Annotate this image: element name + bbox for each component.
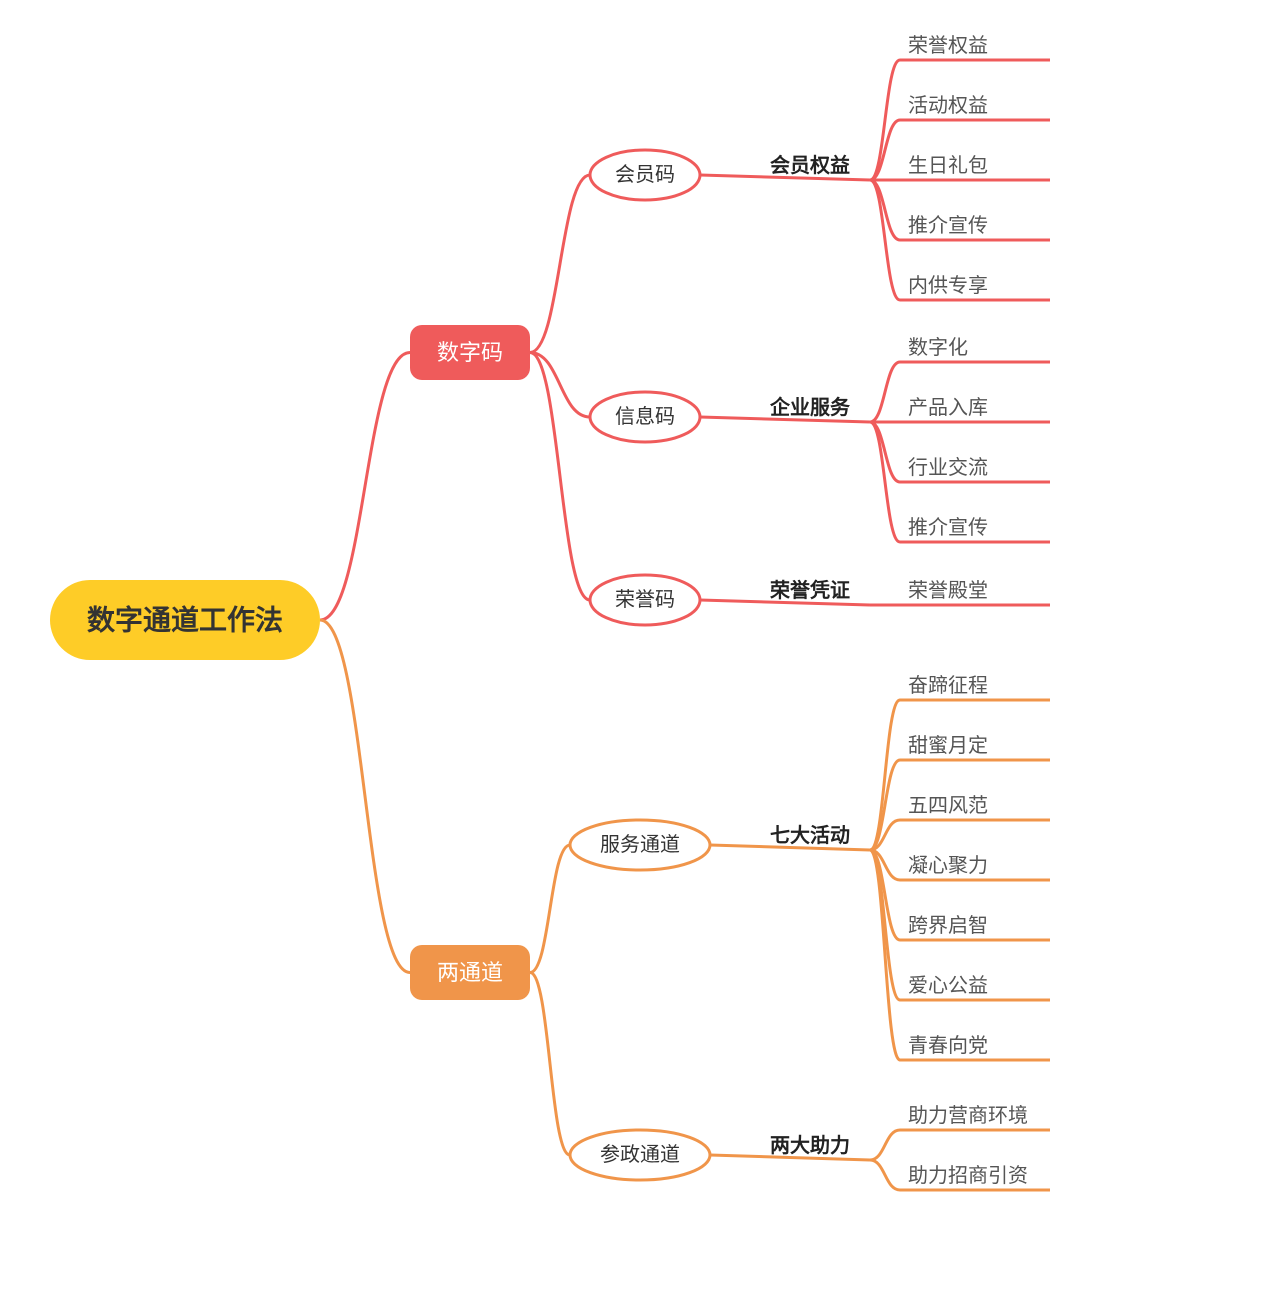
sub-label-service: 服务通道 [600, 833, 680, 856]
connector [870, 422, 900, 542]
connector [530, 353, 590, 601]
leaf-label-service-4: 跨界启智 [908, 914, 988, 937]
leaf-label-service-5: 爱心公益 [908, 974, 988, 997]
leaf-label-service-3: 凝心聚力 [908, 854, 988, 877]
connector [870, 362, 900, 422]
connector [530, 845, 570, 973]
leaf-label-info-0: 数字化 [908, 336, 968, 359]
leaf-label-honor-0: 荣誉殿堂 [908, 579, 988, 602]
group-label-honor: 荣誉凭证 [769, 578, 850, 602]
leaf-label-politics-1: 助力招商引资 [908, 1164, 1028, 1187]
leaf-label-member-2: 生日礼包 [908, 154, 988, 177]
leaf-label-service-0: 奋蹄征程 [908, 674, 988, 697]
leaf-label-member-3: 推介宣传 [908, 214, 988, 237]
sub-label-info: 信息码 [615, 405, 675, 428]
connector [530, 973, 570, 1156]
leaf-label-politics-0: 助力营商环境 [908, 1104, 1028, 1127]
group-label-info: 企业服务 [769, 395, 851, 419]
leaf-label-service-6: 青春向党 [908, 1034, 988, 1057]
group-label-politics: 两大助力 [770, 1134, 850, 1157]
connector [870, 1130, 900, 1160]
leaf-label-member-0: 荣誉权益 [908, 34, 988, 57]
connector [870, 60, 900, 180]
leaf-label-service-2: 五四风范 [908, 794, 988, 817]
group-label-member: 会员权益 [770, 153, 850, 177]
sub-label-member: 会员码 [615, 163, 675, 186]
sub-label-honor: 荣誉码 [615, 588, 675, 611]
root-label: 数字通道工作法 [87, 604, 283, 636]
connector [320, 353, 410, 621]
sub-label-politics: 参政通道 [600, 1143, 680, 1166]
leaf-label-member-1: 活动权益 [908, 94, 988, 117]
leaf-label-info-1: 产品入库 [908, 396, 988, 419]
leaf-label-service-1: 甜蜜月定 [908, 734, 988, 757]
connector [870, 700, 900, 850]
mindmap-diagram[interactable]: 数字通道工作法数字码会员码会员权益荣誉权益活动权益生日礼包推介宣传内供专享信息码… [0, 0, 1266, 1299]
branch-label-channels: 两通道 [437, 960, 503, 985]
branch-label-digital: 数字码 [437, 340, 503, 365]
leaf-label-info-3: 推介宣传 [908, 516, 988, 539]
connector [870, 850, 900, 1000]
connector [530, 175, 590, 353]
connector [870, 850, 900, 1060]
leaf-label-info-2: 行业交流 [908, 456, 988, 479]
connector [870, 180, 900, 300]
connector [320, 620, 410, 973]
leaf-label-member-4: 内供专享 [908, 274, 988, 297]
connector [870, 1160, 900, 1190]
group-label-service: 七大活动 [770, 824, 850, 847]
